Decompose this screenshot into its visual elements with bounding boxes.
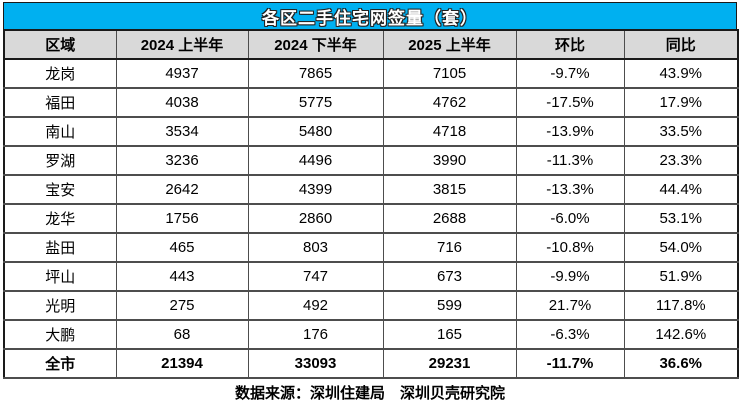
region-cell: 全市 [3,348,117,379]
mom-cell: 21.7% [515,290,625,321]
h2-2024-cell: 33093 [247,348,384,379]
region-cell: 坪山 [3,261,117,292]
header-row: 区域 2024 上半年 2024 下半年 2025 上半年 环比 同比 [3,29,739,60]
table-title: 各区二手住宅网签量（套） [262,8,478,28]
h2-2024-cell: 492 [247,290,384,321]
region-cell: 罗湖 [3,145,117,176]
yoy-cell: 117.8% [623,290,739,321]
region-cell: 龙华 [3,203,117,234]
district-signings-table: 区域 2024 上半年 2024 下半年 2025 上半年 环比 同比 龙岗 49… [3,29,739,379]
table-row: 龙岗 4937 7865 7105 -9.7% 43.9% [3,58,739,89]
mom-cell: -9.9% [515,261,625,292]
h1-2025-cell: 165 [382,319,517,350]
title-bar: 各区二手住宅网签量（套） [3,2,737,29]
table-row: 大鹏 68 176 165 -6.3% 142.6% [3,319,739,350]
h1-2025-cell: 7105 [382,58,517,89]
h1-2025-cell: 3815 [382,174,517,205]
h1-2024-cell: 21394 [115,348,249,379]
column-header-mom: 环比 [515,29,625,60]
total-row: 全市 21394 33093 29231 -11.7% 36.6% [3,348,739,379]
h2-2024-cell: 5775 [247,87,384,118]
table-row: 坪山 443 747 673 -9.9% 51.9% [3,261,739,292]
h2-2024-cell: 803 [247,232,384,263]
mom-cell: -9.7% [515,58,625,89]
column-header-region: 区域 [3,29,117,60]
column-header-2024h2: 2024 下半年 [247,29,384,60]
h1-2024-cell: 4937 [115,58,249,89]
yoy-cell: 51.9% [623,261,739,292]
column-header-2025h1: 2025 上半年 [382,29,517,60]
mom-cell: -11.7% [515,348,625,379]
yoy-cell: 54.0% [623,232,739,263]
table-row: 宝安 2642 4399 3815 -13.3% 44.4% [3,174,739,205]
footer-bar: 数据来源：深圳住建局 深圳贝壳研究院 [3,379,737,403]
yoy-cell: 44.4% [623,174,739,205]
h2-2024-cell: 4496 [247,145,384,176]
yoy-cell: 53.1% [623,203,739,234]
table-row: 南山 3534 5480 4718 -13.9% 33.5% [3,116,739,147]
region-cell: 大鹏 [3,319,117,350]
region-cell: 福田 [3,87,117,118]
yoy-cell: 142.6% [623,319,739,350]
h2-2024-cell: 747 [247,261,384,292]
table-row: 光明 275 492 599 21.7% 117.8% [3,290,739,321]
h1-2024-cell: 3236 [115,145,249,176]
yoy-cell: 33.5% [623,116,739,147]
region-cell: 南山 [3,116,117,147]
h1-2024-cell: 68 [115,319,249,350]
table-row: 盐田 465 803 716 -10.8% 54.0% [3,232,739,263]
h2-2024-cell: 4399 [247,174,384,205]
h1-2025-cell: 716 [382,232,517,263]
h1-2024-cell: 3534 [115,116,249,147]
h1-2024-cell: 465 [115,232,249,263]
h1-2025-cell: 673 [382,261,517,292]
h1-2024-cell: 1756 [115,203,249,234]
region-cell: 宝安 [3,174,117,205]
yoy-cell: 23.3% [623,145,739,176]
yoy-cell: 36.6% [623,348,739,379]
h1-2025-cell: 4762 [382,87,517,118]
h1-2025-cell: 3990 [382,145,517,176]
h1-2024-cell: 443 [115,261,249,292]
h1-2025-cell: 2688 [382,203,517,234]
h1-2024-cell: 4038 [115,87,249,118]
h2-2024-cell: 176 [247,319,384,350]
mom-cell: -6.0% [515,203,625,234]
h2-2024-cell: 5480 [247,116,384,147]
column-header-2024h1: 2024 上半年 [115,29,249,60]
data-source-text: 数据来源：深圳住建局 深圳贝壳研究院 [234,385,505,402]
table-row: 龙华 1756 2860 2688 -6.0% 53.1% [3,203,739,234]
h1-2025-cell: 599 [382,290,517,321]
region-cell: 盐田 [3,232,117,263]
table-body: 龙岗 4937 7865 7105 -9.7% 43.9% 福田 4038 5775 4762 -1… [3,58,739,379]
region-cell: 光明 [3,290,117,321]
h2-2024-cell: 2860 [247,203,384,234]
column-header-yoy: 同比 [623,29,739,60]
h1-2024-cell: 2642 [115,174,249,205]
h1-2025-cell: 29231 [382,348,517,379]
mom-cell: -6.3% [515,319,625,350]
mom-cell: -13.3% [515,174,625,205]
mom-cell: -11.3% [515,145,625,176]
yoy-cell: 43.9% [623,58,739,89]
h2-2024-cell: 7865 [247,58,384,89]
mom-cell: -10.8% [515,232,625,263]
region-cell: 龙岗 [3,58,117,89]
h1-2024-cell: 275 [115,290,249,321]
yoy-cell: 17.9% [623,87,739,118]
mom-cell: -17.5% [515,87,625,118]
mom-cell: -13.9% [515,116,625,147]
h1-2025-cell: 4718 [382,116,517,147]
table-row: 罗湖 3236 4496 3990 -11.3% 23.3% [3,145,739,176]
table-row: 福田 4038 5775 4762 -17.5% 17.9% [3,87,739,118]
